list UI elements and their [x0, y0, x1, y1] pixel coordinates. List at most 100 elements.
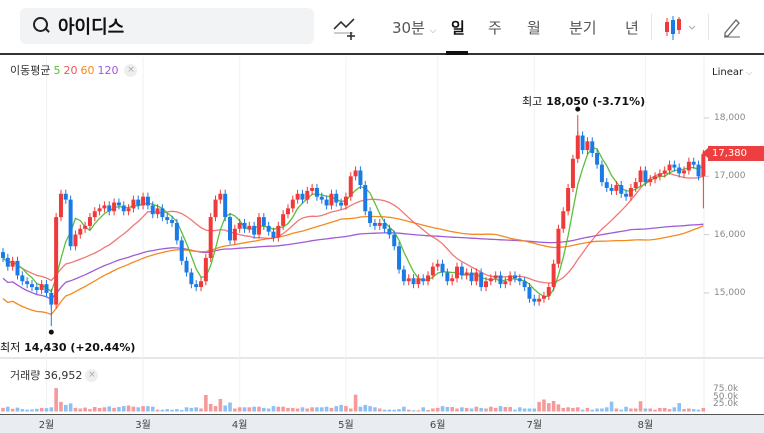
candle-body	[546, 287, 551, 296]
candle-body	[126, 208, 131, 212]
volume-bar	[1, 407, 5, 412]
candle-body	[73, 234, 78, 247]
chevron-down-icon: ⌵	[429, 26, 437, 36]
volume-bar	[566, 407, 570, 412]
volume-bar	[204, 395, 208, 412]
volume-bar	[474, 406, 479, 412]
candle-body	[493, 275, 498, 279]
tab-year[interactable]: 년	[625, 19, 639, 37]
candle-body	[358, 170, 363, 186]
candle-body	[628, 187, 633, 197]
candle-body	[112, 202, 117, 212]
volume-bar	[643, 408, 648, 412]
candle-body	[54, 217, 59, 305]
interval-dropdown[interactable]: 30분 ⌵	[392, 17, 437, 38]
volume-bar	[382, 409, 387, 412]
close-icon[interactable]: ×	[85, 368, 99, 382]
candle-body	[107, 205, 112, 212]
volume-bar	[247, 407, 252, 412]
volume-bar	[518, 407, 522, 412]
volume-bar	[667, 409, 672, 412]
volume-bar	[237, 407, 242, 412]
candle-type-icon[interactable]	[663, 14, 703, 40]
candle-body	[392, 234, 397, 247]
candle-body	[300, 193, 305, 200]
volume-bar	[580, 409, 585, 412]
candle-body	[464, 272, 469, 276]
candle-body	[691, 161, 696, 165]
volume-bar	[102, 407, 107, 412]
search-box[interactable]: 아이디스	[20, 8, 314, 44]
candle-body	[459, 266, 464, 276]
candle-body	[15, 260, 20, 276]
volume-bar	[575, 407, 580, 412]
ma-legend: 이동평균 5 20 60 120 ×	[10, 62, 138, 78]
volume-tick-label: 25.0k	[713, 399, 739, 409]
x-tick-label: 2월	[38, 420, 55, 431]
candle-body	[208, 217, 213, 258]
candle-body	[595, 152, 600, 165]
volume-bar	[406, 409, 411, 412]
volume-bar	[551, 401, 556, 412]
candle-body	[165, 217, 170, 221]
candle-body	[512, 275, 517, 279]
close-icon[interactable]: ×	[124, 63, 138, 77]
volume-bar	[39, 407, 44, 412]
volume-bar	[30, 409, 34, 412]
volume-bar	[522, 408, 527, 412]
candle-body	[450, 278, 455, 282]
candle-body	[256, 217, 261, 235]
candle-body	[566, 187, 571, 212]
tab-week[interactable]: 주	[488, 19, 502, 37]
volume-bar	[49, 407, 54, 412]
scale-label: Linear	[712, 67, 744, 78]
toolbar: 아이디스 30분 ⌵ 일 주 월 분기 년	[0, 0, 764, 55]
tab-month[interactable]: 월	[527, 19, 541, 37]
ma5-label: 5	[53, 63, 61, 77]
volume-bar	[532, 408, 537, 412]
candle-body	[498, 275, 503, 285]
volume-bar	[44, 408, 49, 412]
candle-body	[599, 164, 604, 183]
volume-bar	[213, 406, 218, 412]
candle-body	[25, 281, 30, 285]
volume-bar	[35, 408, 39, 412]
volume-bar	[126, 405, 131, 412]
candle-body	[411, 278, 416, 285]
scale-dropdown[interactable]: Linear ⌵	[712, 67, 752, 78]
candle-body	[455, 266, 460, 279]
candle-body	[397, 246, 402, 270]
tab-day[interactable]: 일	[451, 19, 465, 37]
volume-bar	[189, 407, 194, 412]
ma20-label: 20	[63, 63, 78, 77]
volume-bar	[175, 409, 179, 412]
search-input[interactable]: 아이디스	[58, 17, 125, 38]
chevron-down-icon: ⌵	[746, 68, 753, 77]
candle-body	[261, 217, 266, 226]
candle-body	[290, 199, 295, 209]
add-indicator-icon[interactable]	[333, 16, 359, 40]
volume-bar	[131, 406, 136, 412]
pencil-icon[interactable]	[722, 16, 742, 38]
candle-body	[237, 222, 242, 229]
volume-bar	[329, 407, 334, 412]
candle-body	[445, 272, 450, 282]
volume-bar	[295, 408, 300, 412]
y-tick-label: 15,000	[714, 287, 746, 298]
candle-body	[34, 287, 39, 290]
candle-body	[329, 193, 334, 206]
tab-quarter[interactable]: 분기	[569, 19, 597, 37]
candle-body	[44, 284, 49, 293]
candle-body	[247, 225, 252, 229]
candle-body	[170, 220, 175, 223]
volume-bar	[233, 408, 237, 412]
candle-body	[213, 199, 218, 218]
divider	[708, 14, 709, 40]
candle-body	[382, 222, 387, 229]
active-tab-indicator	[446, 51, 468, 55]
low-annotation: 최저 14,430 (+20.44%)	[0, 339, 135, 355]
x-tick-label: 8월	[637, 420, 654, 431]
volume-bar	[281, 406, 285, 412]
volume-bar	[604, 407, 609, 412]
